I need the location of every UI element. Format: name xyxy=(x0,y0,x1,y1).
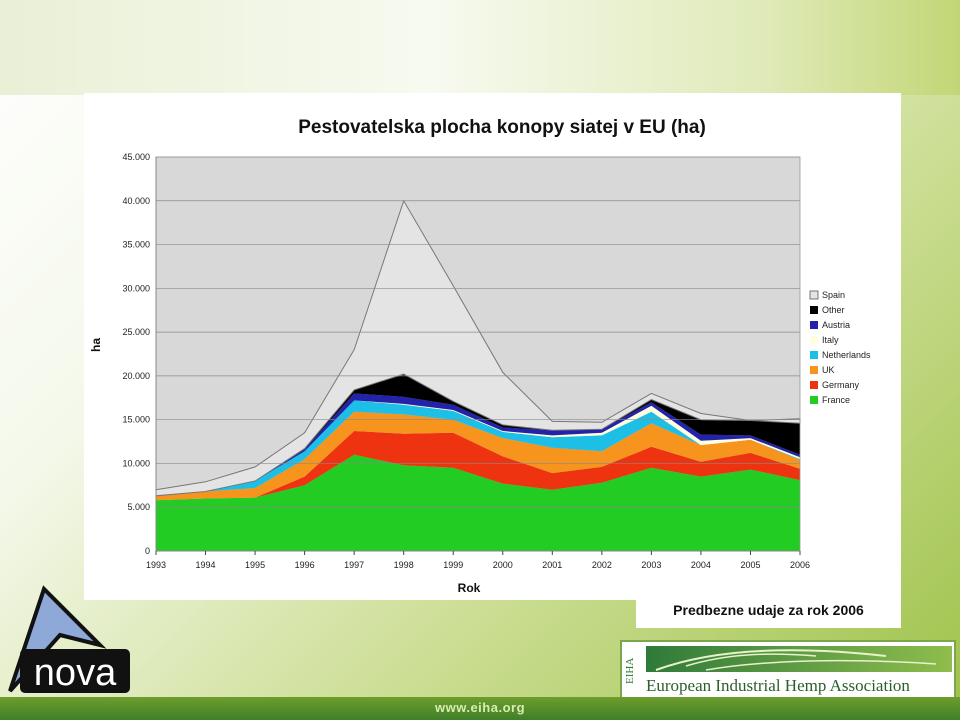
legend-label-france: France xyxy=(822,395,850,405)
nova-logo-text: nova xyxy=(34,652,117,694)
x-tick-label: 1999 xyxy=(443,560,463,570)
hemp-leaf-icon xyxy=(655,649,937,671)
area-uk xyxy=(156,411,800,501)
y-tick-label: 25.000 xyxy=(122,327,150,337)
x-tick-label: 1996 xyxy=(295,560,315,570)
footer-bar xyxy=(0,697,960,720)
legend-label-spain: Spain xyxy=(822,290,845,300)
hemp-leaf-band xyxy=(646,646,952,672)
eiha-vertical-text: EIHA xyxy=(624,657,636,685)
legend-swatch-spain xyxy=(809,290,819,300)
legend-swatch-austria xyxy=(810,321,818,329)
y-tick-label: 0 xyxy=(145,546,150,556)
x-tick-label: 2003 xyxy=(641,560,661,570)
stacked-area-chart: 0 5.000 10.000 15.000 20.000 25.000 30.000 35.0… xyxy=(89,117,871,595)
legend-label-germany: Germany xyxy=(822,380,860,390)
x-tick-label: 2004 xyxy=(691,560,711,570)
legend-label-uk: UK xyxy=(822,365,835,375)
x-axis-label: Rok xyxy=(458,581,481,595)
legend-swatch-other xyxy=(810,306,818,314)
x-tick-label: 1998 xyxy=(394,560,414,570)
x-tick-label: 2006 xyxy=(790,560,810,570)
nova-logo: nova xyxy=(8,585,130,694)
y-tick-label: 40.000 xyxy=(122,196,150,206)
preliminary-data-note: Predbezne udaje za rok 2006 xyxy=(673,602,864,618)
x-tick-label: 1993 xyxy=(146,560,166,570)
legend-label-netherlands: Netherlands xyxy=(822,350,871,360)
chart-title: Pestovatelska plocha konopy siatej v EU … xyxy=(298,117,706,138)
y-tick-label: 5.000 xyxy=(127,502,150,512)
x-tick-label: 2002 xyxy=(592,560,612,570)
x-tick-label: 1994 xyxy=(196,560,216,570)
y-tick-label: 15.000 xyxy=(122,415,150,425)
legend-swatch-germany xyxy=(810,381,818,389)
chart-panel: 0 5.000 10.000 15.000 20.000 25.000 30.000 35.0… xyxy=(84,93,901,600)
y-tick-label: 35.000 xyxy=(122,240,150,250)
legend-label-austria: Austria xyxy=(822,320,850,330)
slide-background-band xyxy=(0,0,960,95)
legend-swatch-france xyxy=(810,396,818,404)
y-axis-label: ha xyxy=(89,338,103,352)
legend-swatch-italy xyxy=(810,336,818,344)
x-tick-label: 2000 xyxy=(493,560,513,570)
x-tick-label: 1997 xyxy=(344,560,364,570)
eiha-logo: EIHA European Industrial Hemp Associatio… xyxy=(620,640,956,702)
y-tick-label: 30.000 xyxy=(122,283,150,293)
x-tick-label: 1995 xyxy=(245,560,265,570)
x-tick-label: 2005 xyxy=(740,560,760,570)
legend-swatch-netherlands xyxy=(810,351,818,359)
x-tick-label: 2001 xyxy=(542,560,562,570)
plot-border xyxy=(155,156,801,552)
legend-swatch-uk xyxy=(810,366,818,374)
area-france xyxy=(156,454,800,551)
legend-label-other: Other xyxy=(822,305,845,315)
footer-url[interactable]: www.eiha.org xyxy=(434,700,526,715)
note-panel xyxy=(636,598,901,628)
y-tick-label: 20.000 xyxy=(122,371,150,381)
y-tick-label: 10.000 xyxy=(122,458,150,468)
eiha-name: European Industrial Hemp Association xyxy=(646,676,910,695)
y-tick-label: 45.000 xyxy=(122,152,150,162)
legend-label-italy: Italy xyxy=(822,335,839,345)
area-germany xyxy=(156,431,800,501)
area-netherlands xyxy=(156,400,800,496)
